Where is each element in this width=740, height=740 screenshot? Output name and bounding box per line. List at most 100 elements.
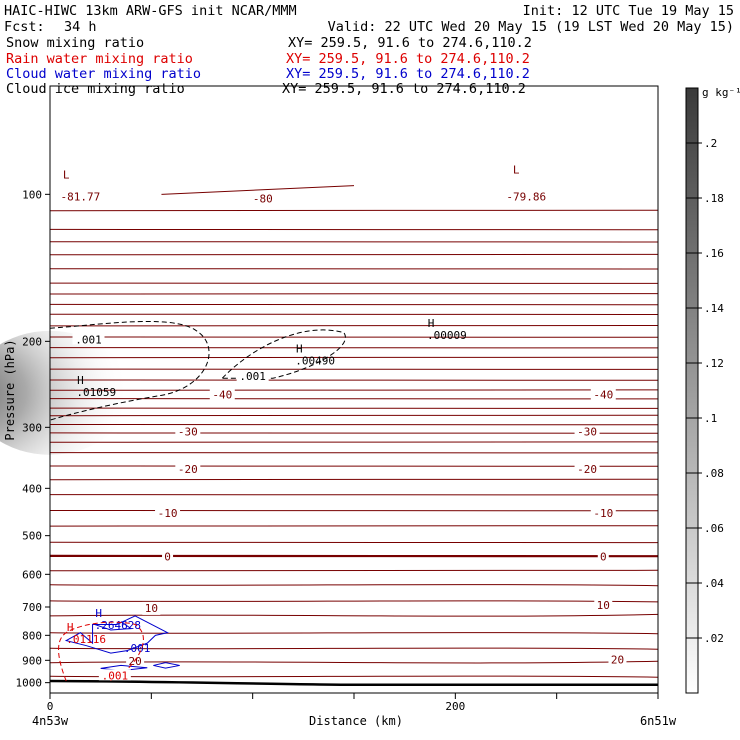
plot-area: -81.77 -80 -79.86 L L -40 -40 -30 -30 -20 -20 -10 -1…	[0, 85, 659, 713]
rain-max-marker: H	[67, 621, 74, 634]
temperature-label: -40	[212, 389, 232, 402]
colorbar-tick-label: .2	[704, 137, 717, 150]
temperature-contour	[49, 209, 659, 212]
temperature-label: -30	[178, 426, 198, 439]
snow-max-marker: H	[77, 374, 84, 387]
colorbar-tick-label: .18	[704, 192, 724, 205]
temperature-contour	[49, 632, 659, 635]
temperature-label-bg	[162, 550, 174, 564]
temperature-label-bg	[594, 598, 613, 612]
temperature-label: -10	[593, 507, 613, 520]
snow-max-marker: H	[296, 342, 303, 355]
snow-label-bg	[236, 370, 269, 382]
snow-label-bg	[72, 333, 105, 345]
cloud-water-contour	[94, 621, 133, 631]
field-xy-cloud-ice: XY= 259.5, 91.6 to 274.6,110.2	[282, 81, 526, 97]
colorbar-tick-label: .06	[704, 522, 724, 535]
temperature-label: -30	[577, 426, 597, 439]
temperature-label-bg	[57, 190, 104, 204]
temperature-label: -80	[253, 193, 273, 206]
temperature-label: 20	[611, 653, 624, 666]
colorbar-tick-label: .12	[704, 357, 724, 370]
snow-max-value: .00009	[427, 329, 467, 342]
temperature-contour	[49, 613, 659, 617]
temperature-label-bg	[250, 192, 276, 206]
cloud-water-contour	[64, 615, 170, 654]
snow-shading	[0, 330, 130, 455]
rain-contour-label: .001	[102, 669, 129, 682]
snow-max-value: .00490	[295, 354, 335, 367]
cloud-water-contour-label: .001	[124, 642, 151, 655]
cloud-water-contour	[153, 662, 180, 669]
y-tick-label: 1000	[16, 677, 43, 690]
colorbar-tick-label: .08	[704, 467, 724, 480]
temperature-label: L	[63, 168, 70, 181]
temperature-label-bg	[574, 425, 600, 439]
x-left-location: 4n53w	[32, 714, 69, 728]
temperature-label-bg	[608, 653, 627, 667]
y-tick-label: 500	[22, 530, 42, 543]
temperature-label-bg	[175, 425, 201, 439]
x-right-location: 6n51w	[640, 714, 677, 728]
temperature-label-bg	[126, 654, 145, 668]
colorbar-tick-label: .16	[704, 247, 724, 260]
y-tick-label: 100	[22, 188, 42, 201]
field-xy-snow: XY= 259.5, 91.6 to 274.6,110.2	[288, 35, 532, 51]
temperature-contour	[49, 600, 659, 603]
colorbar-tick-label: .1	[704, 412, 717, 425]
snow-contour	[49, 320, 210, 421]
cloud-water-max-marker: H	[95, 607, 102, 620]
snow-max-marker: H	[428, 317, 435, 330]
y-tick-label: 800	[22, 629, 42, 642]
temperature-label: 10	[597, 599, 610, 612]
header-fcst-label: Fcst:	[4, 19, 45, 35]
temperature-contour	[161, 185, 355, 195]
temperature-label-bg	[209, 388, 235, 402]
temperature-label-bg	[590, 506, 616, 520]
cloud-water-max-value: .264628	[95, 619, 141, 632]
temperature-label: -10	[158, 507, 178, 520]
header-fcst-value: 34 h	[64, 19, 97, 35]
snow-contour-label: .001	[239, 370, 266, 383]
temperature-contour	[49, 675, 659, 678]
rain-label-bg	[98, 669, 131, 681]
snow-max-value: .01059	[76, 386, 116, 399]
temperature-label: -81.77	[61, 190, 101, 203]
header-init: Init: 12 UTC Tue 19 May 15	[523, 3, 734, 19]
field-name-cloud-water: Cloud water mixing ratio	[6, 66, 201, 82]
x-tick-label: 200	[445, 700, 465, 713]
temperature-contour	[49, 584, 659, 587]
temperature-label-bg	[175, 462, 201, 476]
temperature-label-bg	[590, 388, 616, 402]
y-tick-label: 200	[22, 335, 42, 348]
snow-contour-label: .001	[75, 333, 102, 346]
temperature-label: -40	[593, 389, 613, 402]
temperature-label-bg	[574, 462, 600, 476]
y-tick-label: 300	[22, 421, 42, 434]
temperature-label-bg	[142, 601, 161, 615]
header-title: HAIC-HIWC 13km ARW-GFS init NCAR/MMM	[4, 3, 297, 19]
temperature-contour	[49, 356, 659, 359]
field-name-snow: Snow mixing ratio	[6, 35, 144, 51]
snow-contour	[221, 329, 346, 379]
y-tick-label: 700	[22, 601, 42, 614]
colorbar-tick-label: .14	[704, 302, 724, 315]
temperature-label-bg	[155, 506, 181, 520]
colorbar-unit: g kg⁻¹	[702, 86, 740, 99]
terrain-line	[49, 679, 658, 687]
temperature-contour	[49, 478, 659, 481]
temperature-label: 0	[164, 550, 171, 563]
temperature-label-bg	[503, 190, 550, 204]
y-tick-label: 900	[22, 654, 42, 667]
x-tick-label: 0	[47, 700, 54, 713]
colorbar-tick-label: .04	[704, 577, 724, 590]
colorbar-bar	[685, 87, 699, 694]
y-tick-label: 600	[22, 568, 42, 581]
temperature-contour	[49, 569, 659, 572]
field-xy-rain: XY= 259.5, 91.6 to 274.6,110.2	[286, 51, 530, 67]
field-name-rain: Rain water mixing ratio	[6, 51, 193, 67]
x-axis-title: Distance (km)	[309, 714, 403, 728]
temperature-label: L	[513, 164, 520, 177]
temperature-label: 10	[145, 602, 158, 615]
